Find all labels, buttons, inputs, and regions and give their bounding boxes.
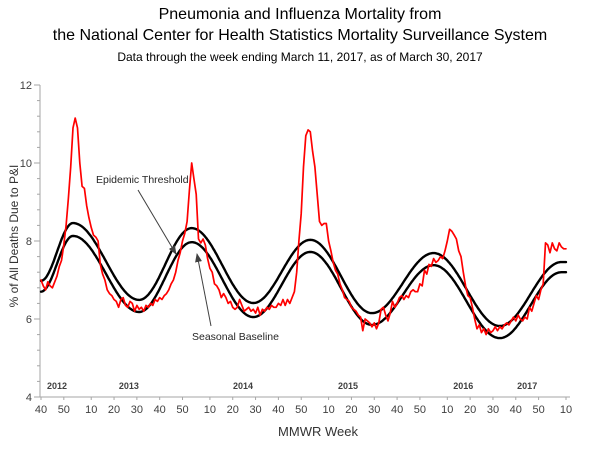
chart-subtitle: Data through the week ending March 11, 2… [117, 50, 483, 64]
x-tick-label: 50 [414, 404, 426, 416]
x-axis-title: MMWR Week [278, 424, 358, 439]
pni-weekly-series-line [40, 117, 567, 336]
x-tick-label: 10 [441, 404, 453, 416]
x-tick-label: 40 [35, 404, 47, 416]
x-tick-label: 20 [227, 404, 239, 416]
epidemic-threshold-line [39, 221, 568, 328]
x-tick-label: 50 [58, 404, 70, 416]
year-label: 2012 [47, 381, 67, 391]
x-tick-label: 30 [131, 404, 143, 416]
x-tick-label: 40 [272, 404, 284, 416]
epidemic-threshold-arrow [137, 189, 177, 255]
year-label: 2014 [233, 381, 253, 391]
y-tick-label: 10 [20, 158, 32, 170]
y-axis-title: % of All Deaths Due to P&I [7, 164, 21, 308]
seasonal-baseline-label: Seasonal Baseline [192, 331, 279, 343]
x-tick-label: 40 [391, 404, 403, 416]
x-tick-label: 50 [295, 404, 307, 416]
x-tick-label: 10 [560, 404, 572, 416]
x-tick-label: 30 [487, 404, 499, 416]
x-tick-label: 40 [154, 404, 166, 416]
seasonal-baseline-arrow [195, 253, 212, 327]
x-tick-label: 10 [204, 404, 216, 416]
year-label: 2015 [338, 381, 358, 391]
year-label: 2016 [453, 381, 473, 391]
y-tick-label: 4 [26, 392, 32, 404]
x-tick-label: 30 [368, 404, 380, 416]
x-tick-label: 40 [510, 404, 522, 416]
y-tick-label: 8 [26, 236, 32, 248]
x-tick-label: 50 [176, 404, 188, 416]
chart-title-line1: Pneumonia and Influenza Mortality from [158, 6, 442, 23]
x-tick-label: 20 [464, 404, 476, 416]
year-label: 2013 [119, 381, 139, 391]
x-tick-label: 20 [345, 404, 357, 416]
seasonal-baseline-line [39, 234, 568, 340]
x-tick-label: 20 [108, 404, 120, 416]
chart-title-line2: the National Center for Health Statistic… [52, 27, 548, 44]
x-tick-label: 50 [532, 404, 544, 416]
x-tick-label: 10 [322, 404, 334, 416]
y-tick-label: 12 [20, 80, 32, 92]
x-tick-label: 30 [249, 404, 261, 416]
x-tick-label: 10 [85, 404, 97, 416]
year-label: 2017 [517, 381, 537, 391]
y-tick-label: 6 [26, 314, 32, 326]
epidemic-threshold-label: Epidemic Threshold [96, 174, 189, 186]
